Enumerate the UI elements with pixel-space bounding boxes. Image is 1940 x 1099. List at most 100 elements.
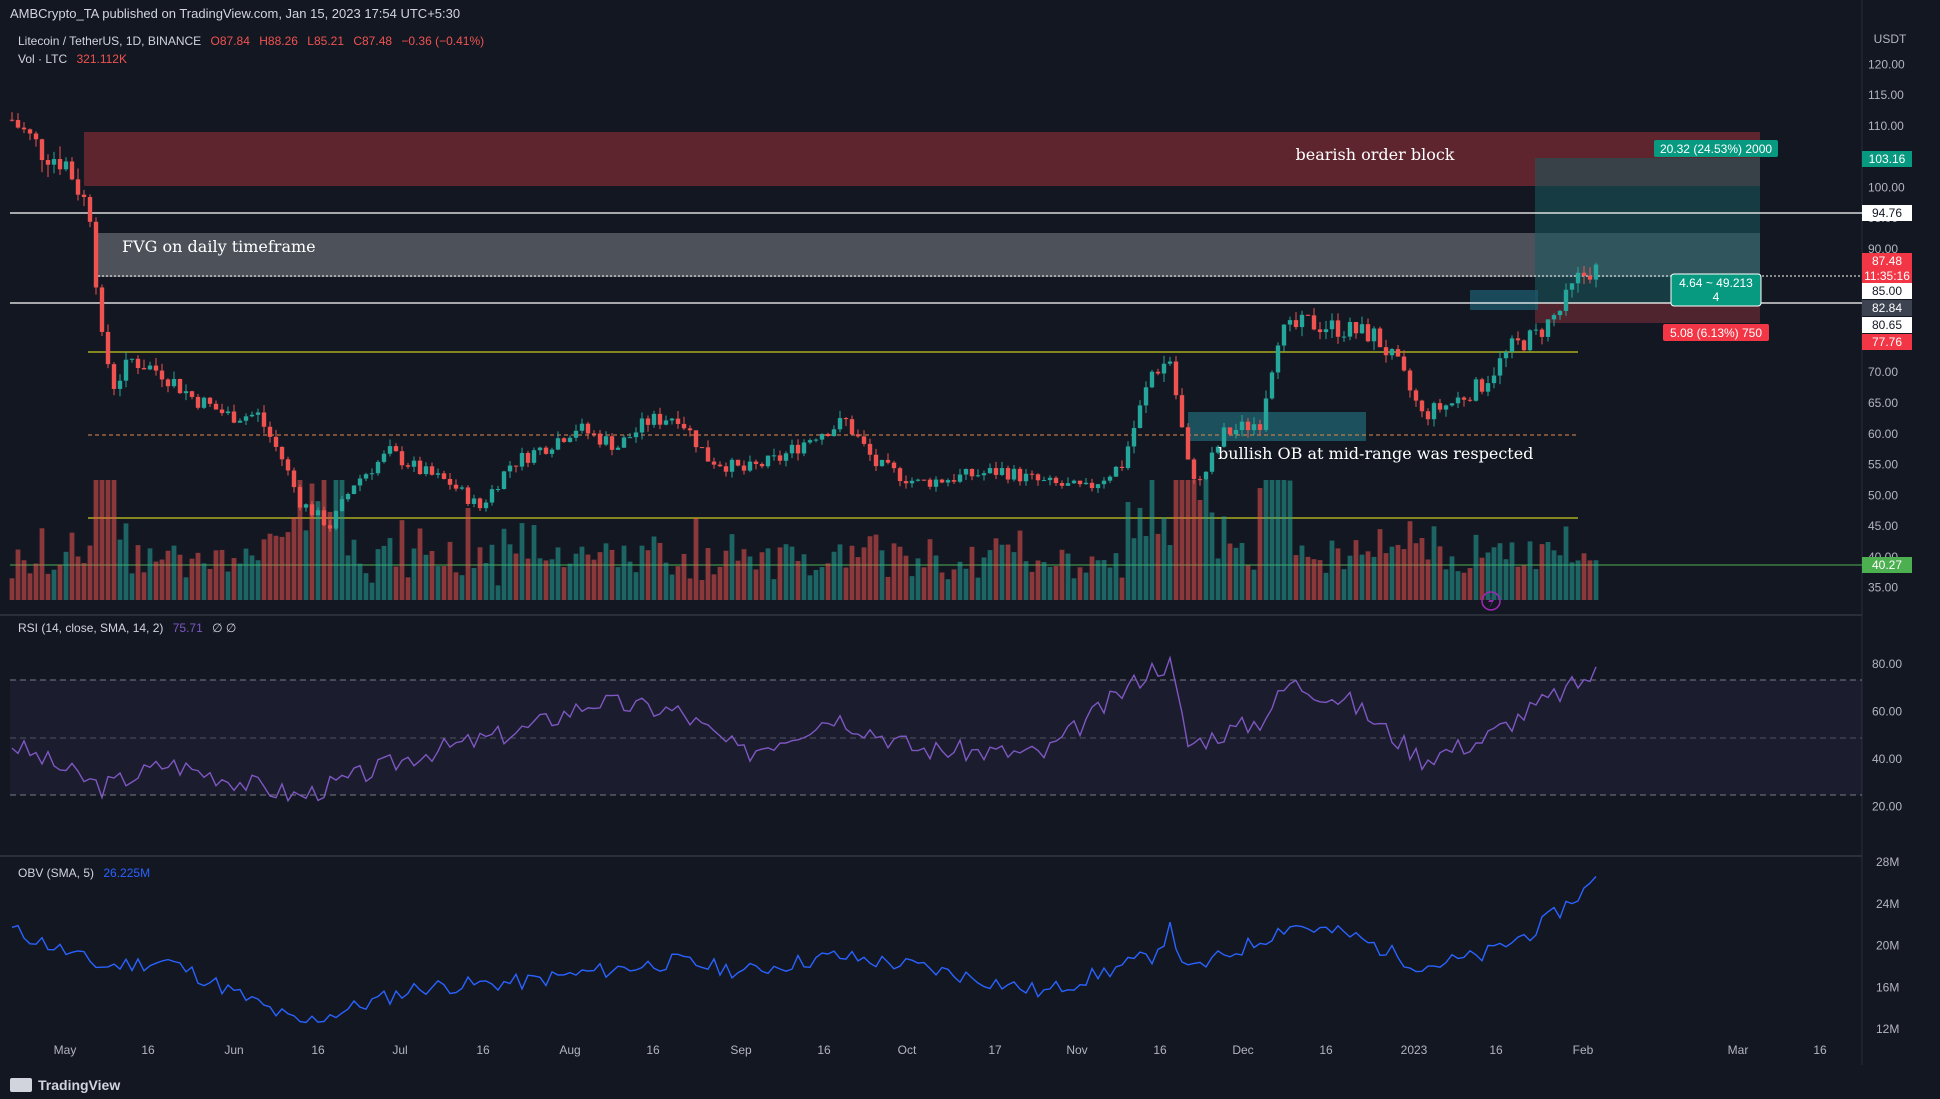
volume-bar — [267, 533, 273, 600]
volume-bar — [567, 563, 573, 600]
volume-bar — [771, 579, 777, 600]
volume-bar — [879, 550, 885, 600]
candle-body — [1275, 345, 1281, 373]
candle-body — [1113, 466, 1119, 477]
volume-bar — [687, 578, 693, 600]
long-position-stop-zone[interactable] — [1535, 303, 1760, 323]
volume-bar — [237, 563, 243, 600]
price-label-bg — [1862, 283, 1912, 299]
fvg-zone[interactable] — [98, 233, 1760, 277]
rsi-axis[interactable]: 80.00 60.00 40.00 20.00 — [1872, 657, 1902, 814]
volume-bar — [957, 561, 963, 600]
candle-body — [621, 437, 627, 448]
volume-bar — [273, 535, 279, 600]
candle-body — [405, 465, 411, 467]
volume-bar — [1395, 544, 1401, 600]
legend-open: O87.84 — [211, 34, 251, 48]
volume-bar — [243, 548, 249, 600]
volume-bar — [105, 480, 111, 600]
candle-body — [627, 437, 633, 439]
candle-body — [1407, 370, 1413, 391]
volume-bar — [21, 560, 27, 600]
price-label: 94.76 — [1872, 206, 1902, 220]
candle-body — [963, 469, 969, 475]
volume-bar — [1323, 572, 1329, 600]
candle-body — [843, 418, 849, 420]
price-tick: 65.00 — [1868, 396, 1898, 410]
volume-bar — [1095, 560, 1101, 600]
candle-body — [507, 465, 513, 472]
candle-body — [729, 459, 735, 472]
volume-bar — [951, 569, 957, 600]
volume-bar — [1101, 560, 1107, 600]
volume-bar — [1521, 565, 1527, 600]
volume-bar — [255, 560, 261, 600]
volume-bar — [1539, 544, 1545, 600]
candle-body — [1191, 459, 1197, 480]
candle-body — [735, 459, 741, 466]
volume-bar — [705, 548, 711, 600]
target-badge[interactable]: 20.32 (24.53%) 2000 — [1660, 142, 1772, 156]
volume-bar — [981, 557, 987, 600]
lightning-icon[interactable] — [1481, 591, 1501, 611]
candle-body — [1203, 471, 1209, 480]
volume-bar — [81, 563, 87, 600]
candle-body — [1263, 398, 1269, 430]
candle-body — [249, 414, 255, 417]
candle-body — [1569, 283, 1575, 290]
volume-bar — [1125, 502, 1131, 600]
volume-bar — [369, 582, 375, 600]
bullish-ob-zone[interactable] — [1188, 412, 1366, 441]
volume-bar — [447, 541, 453, 600]
candle-body — [1197, 479, 1203, 481]
time-axis[interactable]: May 16 Jun 16 Jul 16 Aug 16 Sep 16 Oct 17 Nov 16 Dec 16… — [54, 1043, 1827, 1057]
publisher-header: AMBCrypto_TA published on TradingView.co… — [10, 6, 461, 21]
candle-body — [1587, 275, 1593, 280]
volume-bar — [285, 532, 291, 600]
volume-bar — [837, 544, 843, 600]
volume-bar — [417, 528, 423, 600]
volume-bar — [1503, 559, 1509, 600]
volume-bar — [1329, 540, 1335, 600]
volume-bar — [15, 549, 21, 600]
rsi-line[interactable] — [11, 655, 1597, 803]
obv-axis[interactable]: 28M 24M 20M 16M 12M — [1876, 855, 1899, 1036]
volume-bar — [165, 550, 171, 600]
candle-body — [141, 367, 147, 370]
obv-line[interactable] — [11, 876, 1597, 1024]
legend-change: −0.36 (−0.41%) — [401, 34, 484, 48]
volume-bar — [1587, 560, 1593, 600]
footer-brand[interactable]: TradingView — [10, 1077, 120, 1093]
candle-body — [849, 419, 855, 435]
volume-bar — [1305, 556, 1311, 600]
candle-body — [825, 433, 831, 437]
candle-body — [393, 446, 399, 452]
candle-body — [639, 418, 645, 433]
volume-bar — [195, 552, 201, 600]
volume-bar — [885, 576, 891, 600]
time-tick: 16 — [646, 1043, 660, 1057]
time-tick: 16 — [1153, 1043, 1167, 1057]
entry-box[interactable] — [1470, 290, 1538, 310]
rr-badge-line1[interactable]: 4.64 ~ 49.213 — [1679, 276, 1753, 290]
volume-bar — [1173, 480, 1179, 600]
price-tick: 45.00 — [1868, 519, 1898, 533]
candle-body — [1257, 424, 1263, 430]
volume-bar — [1197, 500, 1203, 600]
candle-body — [633, 432, 639, 438]
time-tick: 17 — [988, 1043, 1002, 1057]
candle-body — [873, 454, 879, 467]
volume-bar — [1035, 560, 1041, 600]
candle-body — [1437, 403, 1443, 410]
time-tick: Nov — [1066, 1043, 1087, 1057]
candle-body — [171, 378, 177, 387]
risk-badge[interactable]: 5.08 (6.13%) 750 — [1670, 326, 1762, 340]
volume-bar — [513, 553, 519, 600]
bearish-order-block-zone[interactable] — [84, 132, 1760, 186]
volume-bar — [633, 572, 639, 600]
volume-bar — [477, 547, 483, 600]
candle-body — [1527, 330, 1533, 351]
volume-bar — [639, 545, 645, 600]
